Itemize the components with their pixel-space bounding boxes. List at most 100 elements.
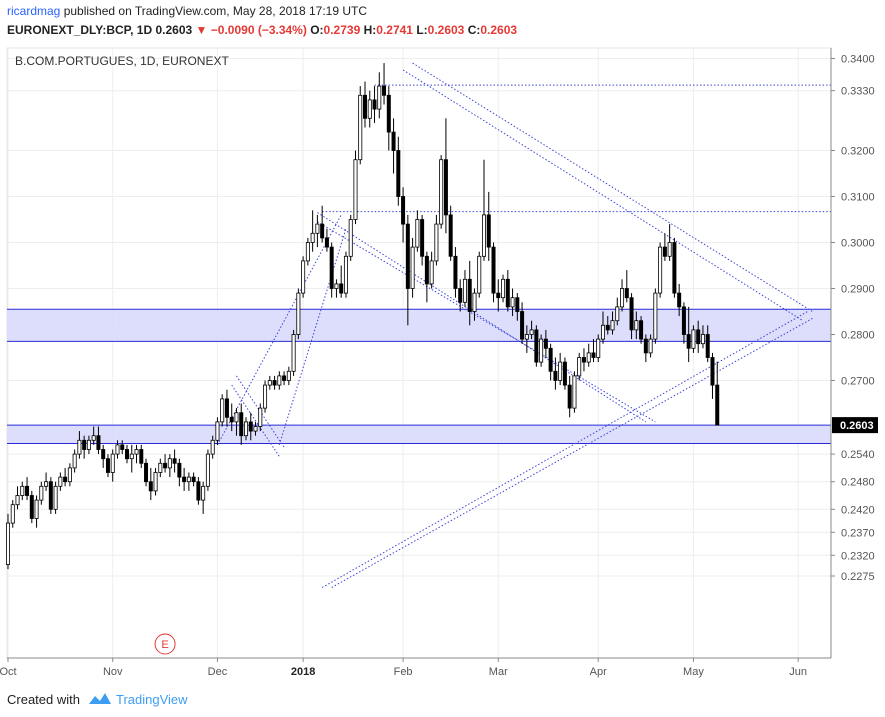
- candle-body: [15, 495, 20, 506]
- x-tick-label: Apr: [590, 666, 607, 678]
- candle-body: [624, 288, 629, 299]
- candle-body: [291, 334, 296, 372]
- candle-body: [705, 334, 710, 358]
- candle-body: [577, 357, 582, 377]
- candle-body: [505, 278, 510, 308]
- candle-body: [520, 311, 525, 340]
- candle-body: [343, 255, 348, 294]
- open-value: 0.2739: [323, 23, 361, 37]
- candle-body: [439, 159, 444, 225]
- candle-body: [467, 278, 472, 312]
- candle-body: [696, 329, 701, 345]
- candle-body: [515, 297, 520, 312]
- candle-body: [348, 219, 353, 257]
- candle-body: [282, 375, 287, 381]
- candlestick-chart[interactable]: 0.3400 0.3330 0.3200 0.3100 0.3000 0.2900 0.28…: [0, 44, 885, 682]
- candle-body: [120, 444, 125, 450]
- x-tick-label: Oct: [0, 666, 17, 678]
- earnings-event-marker[interactable]: E: [154, 633, 176, 655]
- y-tick-label: 0.2420: [841, 504, 875, 516]
- y-tick-label: 0.2900: [841, 284, 875, 296]
- candle-body: [567, 384, 572, 409]
- high-value: 0.2741: [376, 23, 413, 37]
- candle-body: [658, 246, 663, 294]
- candle-body: [286, 370, 291, 381]
- candle-body: [543, 338, 548, 349]
- candle-body: [201, 485, 206, 501]
- candle-body: [324, 237, 329, 248]
- candle-body: [177, 462, 182, 478]
- tradingview-brand[interactable]: TradingView: [116, 692, 188, 707]
- last-price-tag-label: 0.2603: [840, 420, 874, 432]
- candle-body: [182, 476, 187, 483]
- candle-body: [139, 449, 144, 464]
- candle-body: [453, 255, 458, 289]
- chart-background: [0, 44, 885, 682]
- candle-body: [148, 481, 153, 492]
- candle-body: [601, 324, 606, 340]
- x-tick-label: May: [683, 666, 704, 678]
- candle-body: [662, 246, 667, 257]
- candle-body: [591, 352, 596, 358]
- x-tick-label: Mar: [489, 666, 508, 678]
- candle-body: [667, 242, 672, 257]
- trendline: [331, 317, 813, 588]
- earnings-event-label: E: [161, 639, 168, 651]
- x-tick-label: 2018: [291, 666, 315, 678]
- trendline: [216, 214, 342, 446]
- candle-body: [672, 242, 677, 294]
- candles: [6, 63, 720, 570]
- down-arrow-icon: ▼: [195, 23, 208, 37]
- candle-body: [44, 481, 49, 487]
- candle-body: [263, 384, 268, 409]
- candle-body: [681, 306, 686, 335]
- candle-body: [486, 214, 491, 248]
- candle-body: [34, 499, 39, 519]
- y-tick-label: 0.2800: [841, 330, 875, 342]
- candle-body: [205, 453, 210, 487]
- x-tick-label: Dec: [208, 666, 228, 678]
- author-link[interactable]: ricardmag: [7, 4, 61, 18]
- candle-body: [386, 94, 391, 133]
- candle-body: [596, 338, 601, 358]
- horizontal-lines: [322, 84, 831, 213]
- axes: 0.3400 0.3330 0.3200 0.3100 0.3000 0.2900 0.28…: [0, 48, 878, 678]
- low-value: 0.2603: [427, 23, 465, 37]
- candle-body: [67, 467, 72, 483]
- candle-body: [553, 370, 558, 381]
- tradingview-logo-icon[interactable]: [88, 690, 112, 708]
- high-label: H:: [363, 23, 377, 37]
- candle-body: [462, 278, 467, 303]
- close-label: C:: [467, 23, 481, 37]
- y-tick-label: 0.3330: [841, 86, 875, 98]
- candle-body: [25, 485, 30, 496]
- price-change: −0.0090 (−3.34%): [210, 23, 307, 37]
- candle-body: [529, 329, 534, 335]
- candle-body: [6, 522, 11, 565]
- earnings-event-circle: [154, 633, 176, 655]
- candle-body: [272, 380, 277, 386]
- y-tick-label: 0.3000: [841, 238, 875, 250]
- candle-body: [77, 439, 82, 455]
- candle-body: [229, 416, 234, 423]
- candle-body: [220, 398, 225, 423]
- candle-body: [129, 453, 134, 460]
- y-tick-label: 0.3200: [841, 146, 875, 158]
- candle-body: [481, 214, 486, 257]
- candle-body: [605, 324, 610, 331]
- candle-body: [329, 246, 334, 289]
- candle-body: [334, 283, 339, 289]
- candle-body: [277, 375, 282, 386]
- y-tick-label: 0.3100: [841, 192, 875, 204]
- candle-body: [39, 485, 44, 501]
- candle-body: [610, 320, 615, 331]
- candle-body: [391, 131, 396, 151]
- candle-body: [558, 361, 563, 381]
- last-price: 0.2603: [155, 23, 193, 37]
- candle-body: [477, 255, 482, 294]
- candle-body: [700, 334, 705, 345]
- candle-body: [301, 260, 306, 294]
- candle-body: [691, 329, 696, 349]
- candle-body: [310, 232, 315, 243]
- candle-body: [315, 223, 320, 234]
